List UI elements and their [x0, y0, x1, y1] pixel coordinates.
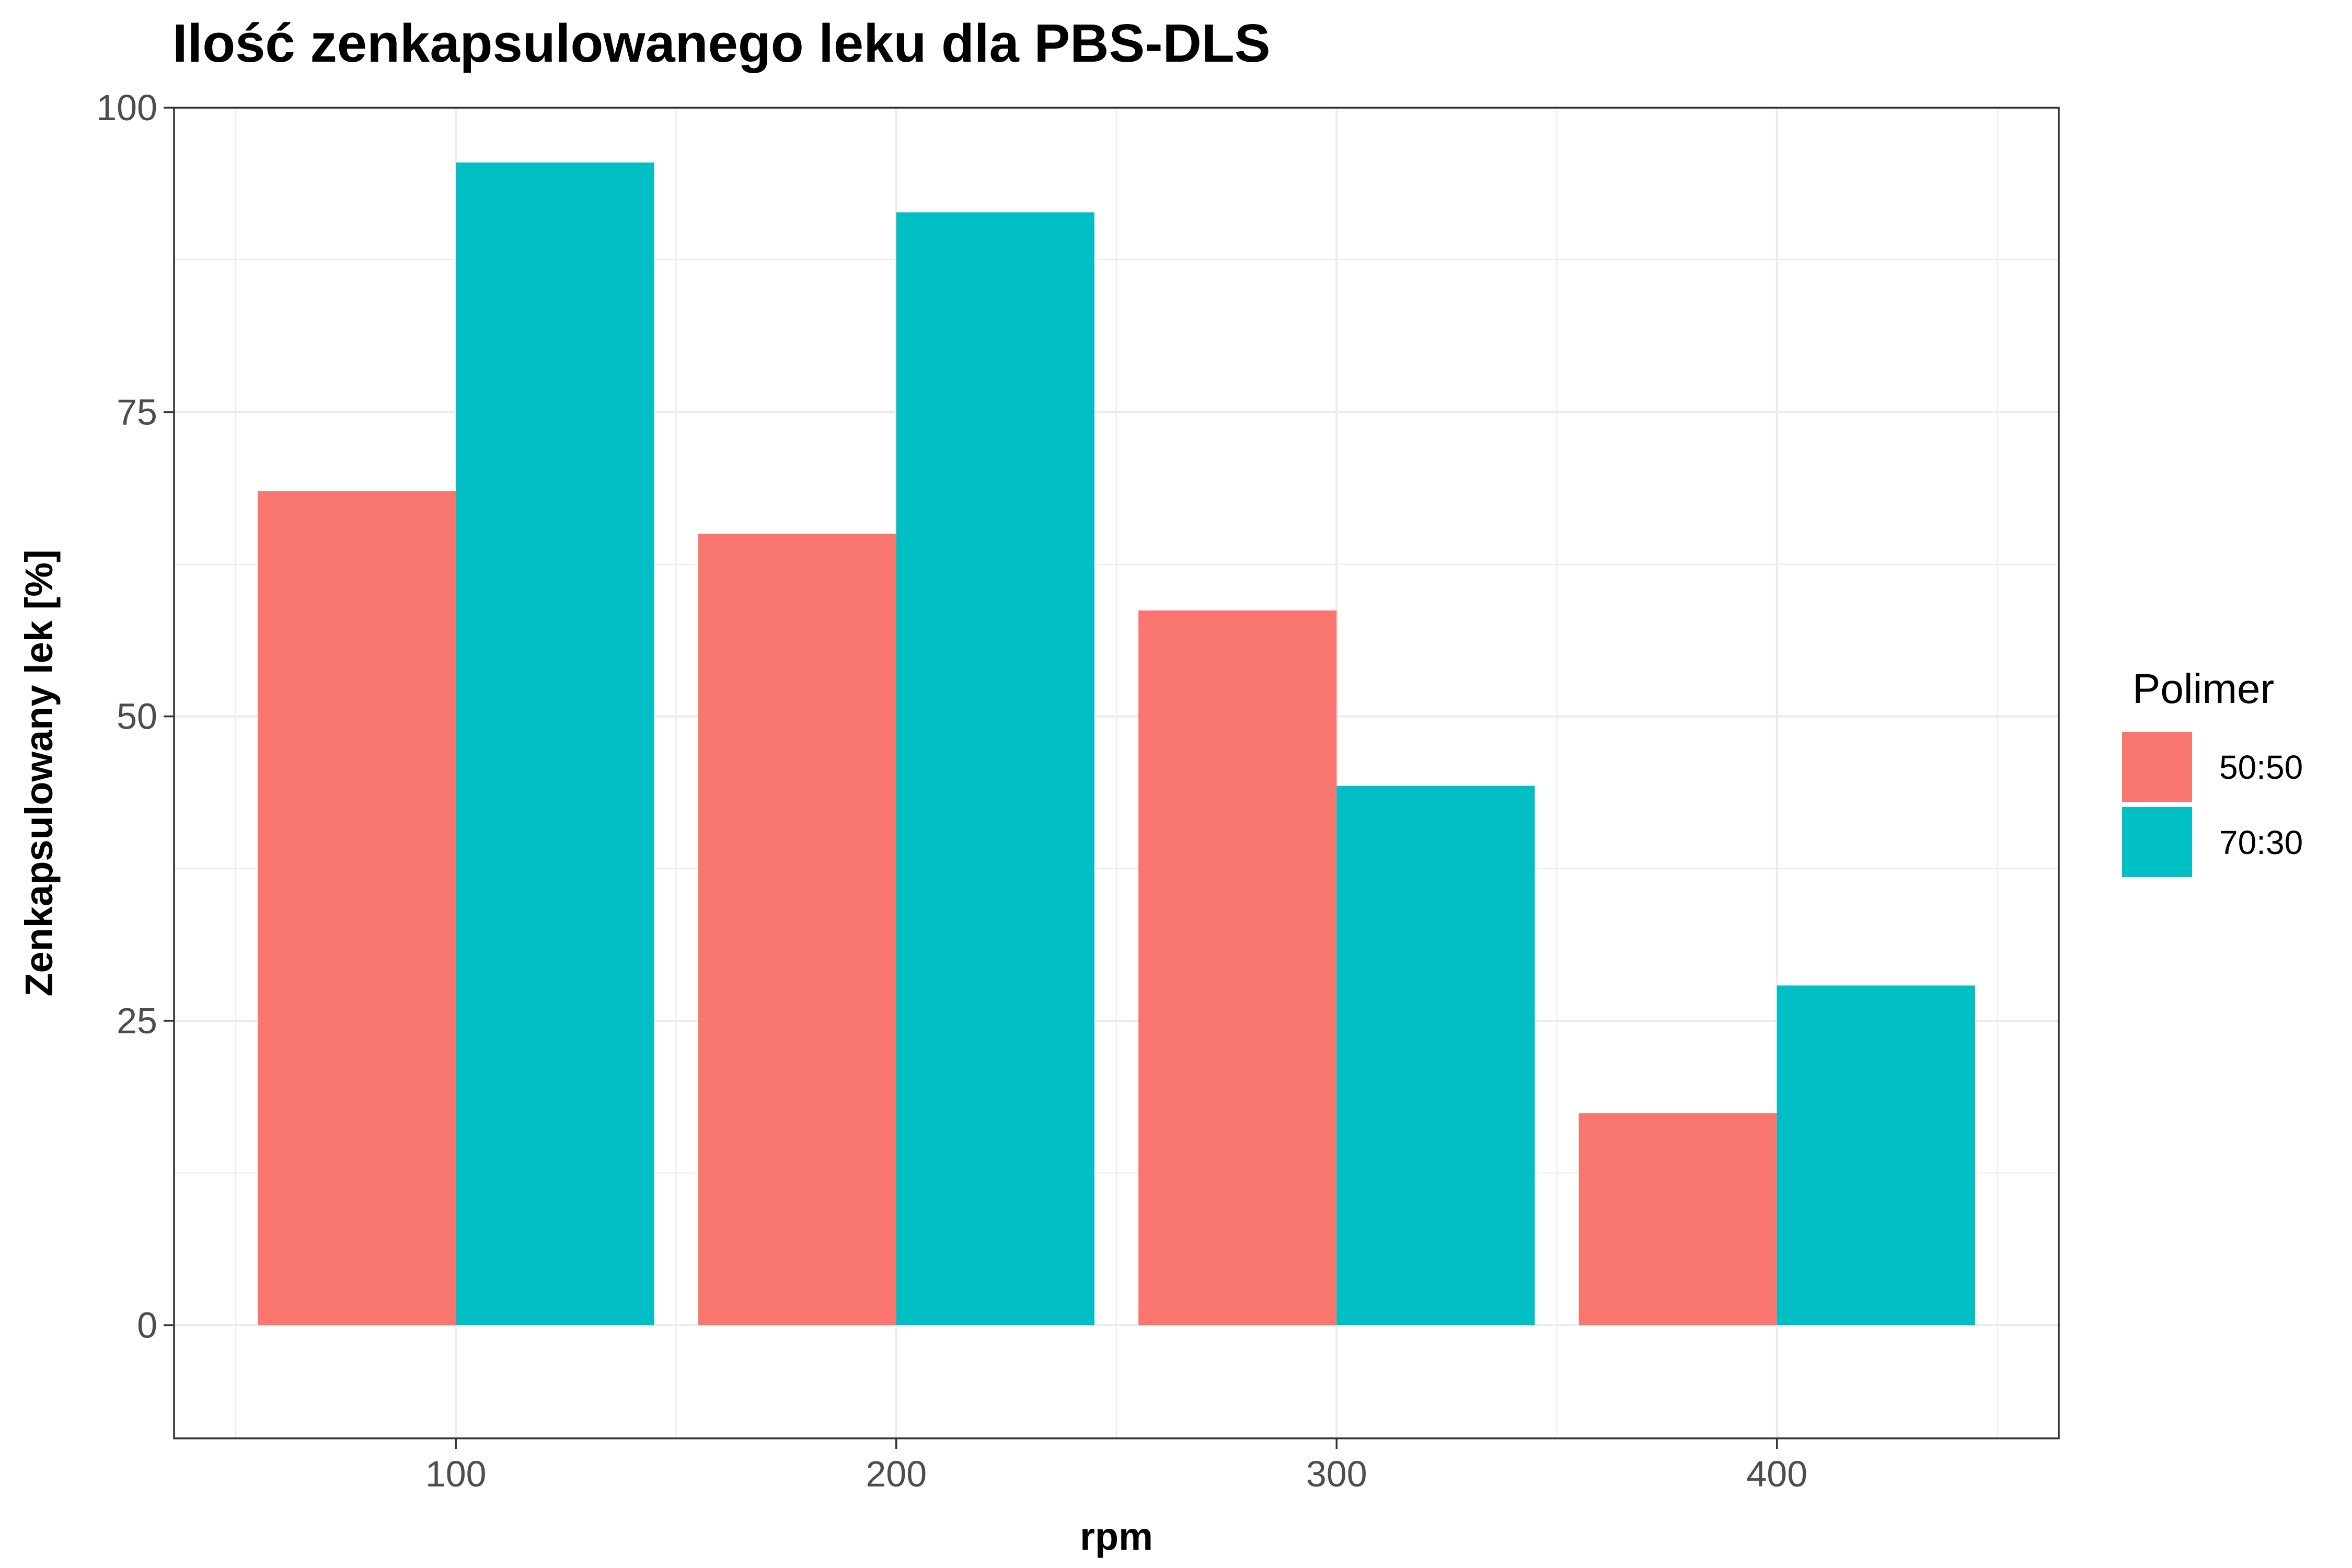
legend-title: Polimer [2132, 665, 2274, 712]
y-tick-label: 50 [117, 696, 157, 737]
legend-key-50-50 [2122, 732, 2192, 802]
y-tick-label: 25 [117, 1000, 157, 1041]
x-tick-label: 300 [1306, 1454, 1367, 1494]
x-tick-label: 200 [866, 1454, 927, 1494]
plot-border [173, 107, 2060, 1439]
bar-70-30-100 [456, 162, 654, 1325]
y-axis: 0 25 50 75 100 [96, 87, 174, 1345]
x-axis-title: rpm [1080, 1515, 1153, 1558]
legend: Polimer 50:50 70:30 [2122, 665, 2303, 877]
bars [258, 162, 1975, 1325]
chart-title: Ilość zenkapsulowanego leku dla PBS-DLS [172, 13, 1271, 73]
y-tick-label: 100 [96, 87, 157, 128]
x-tick-label: 400 [1746, 1454, 1807, 1494]
bar-50-50-200 [698, 534, 896, 1325]
bar-50-50-300 [1138, 610, 1337, 1325]
legend-label-70-30: 70:30 [2219, 824, 2303, 861]
legend-label-50-50: 50:50 [2219, 748, 2303, 786]
bar-50-50-100 [258, 491, 456, 1325]
bar-50-50-400 [1578, 1113, 1777, 1325]
y-tick-label: 75 [117, 391, 157, 432]
y-tick-label: 0 [137, 1305, 157, 1345]
bar-70-30-200 [896, 212, 1094, 1325]
y-axis-title: Zenkapsulowany lek [%] [17, 549, 61, 996]
x-axis: 100 200 300 400 [425, 1438, 1807, 1494]
x-tick-label: 100 [425, 1454, 487, 1494]
legend-key-70-30 [2122, 807, 2192, 877]
bar-70-30-400 [1777, 985, 1975, 1325]
bar-70-30-300 [1336, 786, 1535, 1325]
